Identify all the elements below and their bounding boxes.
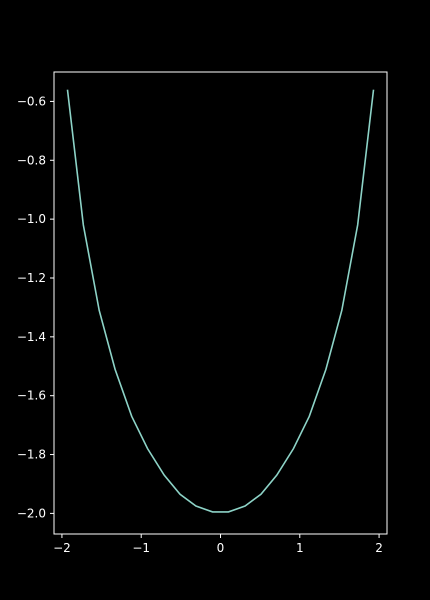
y-tick-label: −1.0: [17, 212, 46, 226]
y-tick-label: −1.4: [17, 330, 46, 344]
y-tick-label: −2.0: [17, 506, 46, 520]
y-tick-label: −1.6: [17, 389, 46, 403]
x-tick-label: 2: [375, 541, 383, 555]
x-tick-label: −2: [53, 541, 71, 555]
series-line: [66, 89, 375, 513]
y-tick-label: −0.6: [17, 94, 46, 108]
axes-frame: [53, 71, 388, 535]
y-tick-label: −0.8: [17, 153, 46, 167]
x-tick-label: 0: [217, 541, 225, 555]
y-tick-label: −1.8: [17, 448, 46, 462]
y-tick-label: −1.2: [17, 271, 46, 285]
tick-group: −2 −1 0 1 2 −2.0 −1.8 −1.6 −1.4 −1.2 −1.0 −0.8 −0.6: [17, 94, 383, 555]
x-tick-label: −1: [132, 541, 150, 555]
x-tick-label: 1: [296, 541, 304, 555]
